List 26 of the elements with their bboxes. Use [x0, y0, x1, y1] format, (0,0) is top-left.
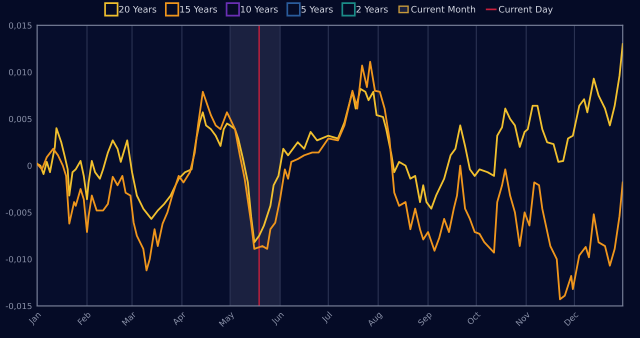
x-tick-label: Nov: [515, 311, 531, 326]
legend-label: 20 Years: [119, 6, 156, 13]
x-tick-label: Oct: [466, 310, 481, 326]
y-tick-label: 0,010: [8, 69, 32, 76]
y-tick-label: 0: [28, 162, 32, 169]
y-tick-label: 0,005: [8, 116, 32, 123]
x-tick-label: Jul: [320, 311, 334, 324]
x-tick-label: Feb: [77, 311, 92, 326]
x-tick-label: Dec: [564, 311, 579, 326]
x-tick-label: Sep: [417, 311, 434, 328]
x-tick-label: Apr: [172, 310, 188, 327]
line-series: [37, 43, 623, 244]
legend-label: Current Month: [411, 6, 476, 13]
line-series: [37, 60, 623, 300]
legend-label: 15 Years: [180, 6, 218, 13]
legend-label: 10 Years: [241, 6, 278, 13]
legend-label: 2 Years: [356, 6, 388, 13]
y-tick-label: 0,015: [8, 22, 32, 30]
x-tick-label: Jan: [28, 311, 42, 326]
legend-label: 5 Years: [301, 6, 333, 13]
legend-label: Current Day: [498, 6, 553, 14]
x-tick-label: Jun: [270, 311, 286, 326]
x-tick-label: Mar: [122, 310, 137, 326]
y-tick-label: -0,010: [6, 256, 32, 264]
y-tick-label: -0,015: [6, 302, 32, 310]
y-tick-label: -0,005: [6, 209, 32, 217]
